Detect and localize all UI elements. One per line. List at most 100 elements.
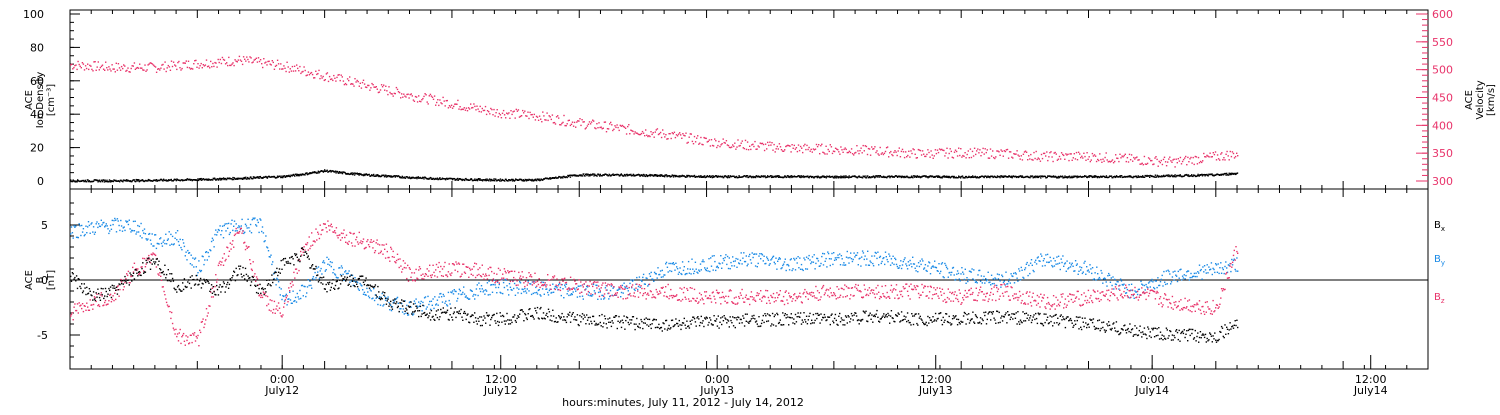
by-point bbox=[758, 255, 759, 256]
by-point bbox=[162, 245, 163, 246]
x-tick-date-label: July13 bbox=[918, 384, 953, 397]
velocity-point bbox=[574, 122, 575, 123]
velocity-point bbox=[1118, 161, 1119, 162]
velocity-point bbox=[867, 154, 868, 155]
by-point bbox=[513, 288, 514, 289]
by-point bbox=[1167, 283, 1168, 284]
velocity-point bbox=[678, 134, 679, 135]
by-point bbox=[903, 261, 904, 262]
density-point bbox=[1089, 176, 1090, 177]
by-point bbox=[670, 263, 671, 264]
by-point bbox=[214, 234, 215, 235]
by-point bbox=[1194, 273, 1195, 274]
by-point bbox=[1106, 281, 1107, 282]
by-point bbox=[821, 256, 822, 257]
velocity-point bbox=[1040, 161, 1041, 162]
density-point bbox=[201, 178, 202, 179]
by-point bbox=[438, 296, 439, 297]
by-point bbox=[1055, 260, 1056, 261]
density-point bbox=[786, 177, 787, 178]
velocity-point bbox=[589, 121, 590, 122]
by-point bbox=[1096, 267, 1097, 268]
velocity-point bbox=[811, 149, 812, 150]
velocity-point bbox=[567, 123, 568, 124]
velocity-point bbox=[955, 150, 956, 151]
by-point bbox=[1222, 267, 1223, 268]
by-point bbox=[100, 226, 101, 227]
by-point bbox=[1206, 272, 1207, 273]
by-point bbox=[1102, 283, 1103, 284]
by-point bbox=[895, 259, 896, 260]
by-point bbox=[142, 230, 143, 231]
by-point bbox=[250, 224, 251, 225]
bz-point bbox=[253, 261, 254, 262]
velocity-point bbox=[504, 114, 505, 115]
bz-point bbox=[241, 233, 242, 234]
velocity-point bbox=[1174, 166, 1175, 167]
by-point bbox=[727, 256, 728, 257]
by-point bbox=[1036, 263, 1037, 264]
bz-point bbox=[228, 256, 229, 257]
velocity-point bbox=[904, 157, 905, 158]
by-point bbox=[226, 223, 227, 224]
density-point bbox=[108, 181, 109, 182]
bz-point bbox=[87, 306, 88, 307]
density-point bbox=[136, 179, 137, 180]
velocity-point bbox=[464, 107, 465, 108]
velocity-point bbox=[845, 147, 846, 148]
velocity-point bbox=[1193, 157, 1194, 158]
by-point bbox=[801, 264, 802, 265]
density-point bbox=[324, 169, 325, 170]
by-point bbox=[208, 256, 209, 257]
velocity-point bbox=[527, 112, 528, 113]
velocity-point bbox=[977, 148, 978, 149]
by-point bbox=[241, 219, 242, 220]
velocity-point bbox=[675, 137, 676, 138]
by-point bbox=[1235, 270, 1236, 271]
by-point bbox=[621, 292, 622, 293]
velocity-point bbox=[828, 149, 829, 150]
velocity-point bbox=[178, 61, 179, 62]
density-point bbox=[962, 175, 963, 176]
density-point bbox=[338, 173, 339, 174]
velocity-point bbox=[465, 110, 466, 111]
bz-point bbox=[318, 233, 319, 234]
by-point bbox=[418, 301, 419, 302]
by-point bbox=[971, 271, 972, 272]
by-point bbox=[877, 252, 878, 253]
velocity-point bbox=[498, 116, 499, 117]
bz-point bbox=[219, 263, 220, 264]
velocity-point bbox=[748, 149, 749, 150]
by-point bbox=[954, 274, 955, 275]
velocity-point bbox=[1173, 159, 1174, 160]
velocity-point bbox=[627, 126, 628, 127]
density-point bbox=[100, 181, 101, 182]
velocity-point bbox=[1100, 159, 1101, 160]
by-point bbox=[434, 296, 435, 297]
velocity-point bbox=[932, 154, 933, 155]
by-point bbox=[718, 267, 719, 268]
by-point bbox=[78, 237, 79, 238]
by-point bbox=[646, 278, 647, 279]
bz-point bbox=[182, 335, 183, 336]
density-point bbox=[524, 180, 525, 181]
velocity-point bbox=[841, 149, 842, 150]
by-point bbox=[925, 264, 926, 265]
by-point bbox=[713, 255, 714, 256]
density-point bbox=[835, 176, 836, 177]
by-point bbox=[130, 231, 131, 232]
by-point bbox=[1016, 273, 1017, 274]
density-tick-label: 100 bbox=[23, 8, 44, 21]
velocity-point bbox=[998, 151, 999, 152]
by-point bbox=[578, 286, 579, 287]
by-point bbox=[475, 294, 476, 295]
velocity-point bbox=[797, 151, 798, 152]
by-point bbox=[481, 285, 482, 286]
by-point bbox=[493, 284, 494, 285]
by-point bbox=[787, 264, 788, 265]
velocity-point bbox=[1235, 156, 1236, 157]
velocity-point bbox=[575, 127, 576, 128]
by-point bbox=[288, 298, 289, 299]
velocity-point bbox=[1064, 159, 1065, 160]
velocity-point bbox=[476, 106, 477, 107]
